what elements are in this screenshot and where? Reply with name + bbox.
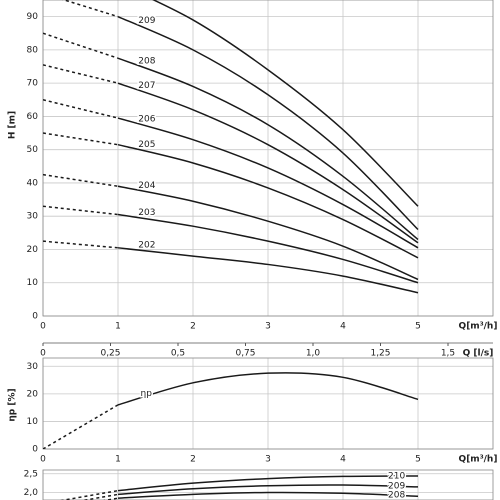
curve-label: 202 <box>138 241 155 251</box>
x-tick-label: 1,25 <box>370 349 390 359</box>
y-tick-label: 20 <box>27 245 39 255</box>
x-tick-label: 4 <box>340 455 346 465</box>
x-tick-label: 0,25 <box>100 349 120 359</box>
curve-label: ηp <box>141 389 153 399</box>
y-tick-label: 10 <box>27 417 39 427</box>
curve-label: 206 <box>138 114 155 124</box>
x-tick-label: 4 <box>340 322 346 332</box>
y-axis-label: ηp [%] <box>8 388 18 421</box>
series-group <box>60 475 419 500</box>
x-tick-label: 3 <box>265 322 271 332</box>
curve <box>117 117 419 249</box>
curve-label: 204 <box>138 181 155 191</box>
curve-extrapolated <box>43 404 119 449</box>
x-tick-label: 1,0 <box>306 349 321 359</box>
curve-extrapolated <box>43 240 119 249</box>
y-tick-label: 10 <box>27 278 39 288</box>
y-axis-label: H [m] <box>8 111 18 139</box>
curve-extrapolated <box>43 99 119 119</box>
y-tick-label: 0 <box>32 312 38 322</box>
curve <box>152 0 419 207</box>
x-tick-label: 1 <box>115 322 121 332</box>
y-tick-label: 60 <box>27 112 39 122</box>
x-tick-label: 1 <box>115 455 121 465</box>
y-tick-label: 0 <box>32 445 38 455</box>
curve-extrapolated <box>43 205 119 216</box>
y-tick-label: 30 <box>27 212 39 222</box>
x-tick-label: 0 <box>40 349 46 359</box>
y-tick-label: 50 <box>27 145 39 155</box>
plot-frame <box>42 357 494 450</box>
x-tick-label: 2 <box>190 455 196 465</box>
x-tick-label: 0 <box>40 322 46 332</box>
x-tick-label: 0 <box>40 455 46 465</box>
y-tick-label: 20 <box>27 389 39 399</box>
x-tick-label: 5 <box>415 322 421 332</box>
curve <box>117 247 419 294</box>
y-tick-label: 40 <box>27 178 39 188</box>
curve <box>117 143 419 259</box>
y-tick-label: 70 <box>27 79 39 89</box>
x-tick-label: 2 <box>190 322 196 332</box>
x-axis-label: Q[m³/h] <box>459 322 498 332</box>
curve-label: 205 <box>138 140 155 150</box>
curve <box>117 475 419 492</box>
curve <box>117 491 419 499</box>
x-tick-label: 5 <box>415 455 421 465</box>
curve-extrapolated <box>43 64 119 84</box>
curve-extrapolated <box>60 489 119 500</box>
x-tick-label: 1,5 <box>441 349 455 359</box>
y-tick-label: 30 <box>27 362 39 372</box>
plot-frame <box>42 469 494 500</box>
y-tick-label: 80 <box>27 45 39 55</box>
curve-label: 207 <box>138 81 155 91</box>
curve <box>117 185 419 281</box>
curve-extrapolated <box>43 32 119 59</box>
x-tick-label: 3 <box>265 455 271 465</box>
x-tick-label: 0,5 <box>171 349 185 359</box>
curve <box>117 57 419 241</box>
x-tick-label: 0,75 <box>235 349 255 359</box>
curve-label: 203 <box>138 208 155 218</box>
y-tick-label: 2,5 <box>24 469 38 479</box>
curve-extrapolated <box>43 173 119 188</box>
curve-label: 209 <box>388 482 405 492</box>
x-axis-label: Q [l/s] <box>463 349 494 359</box>
curve <box>117 484 419 496</box>
curve <box>117 15 419 231</box>
curve <box>117 213 419 284</box>
curve-extrapolated <box>43 132 119 146</box>
curve-label: 210 <box>388 472 405 482</box>
curve-label: 208 <box>138 56 155 66</box>
series-group: 202203204205206207208209210 <box>43 0 419 294</box>
y-tick-label: 90 <box>27 12 39 22</box>
curve <box>117 82 419 244</box>
x-axis-label: Q[m³/h] <box>459 455 498 465</box>
series-group <box>43 372 419 449</box>
y-tick-label: 2,0 <box>24 488 39 498</box>
curve-label: 208 <box>388 491 405 500</box>
curve <box>117 372 419 406</box>
plot-frame <box>42 0 494 317</box>
curve-label: 209 <box>138 16 155 26</box>
curve-extrapolated <box>61 0 119 18</box>
